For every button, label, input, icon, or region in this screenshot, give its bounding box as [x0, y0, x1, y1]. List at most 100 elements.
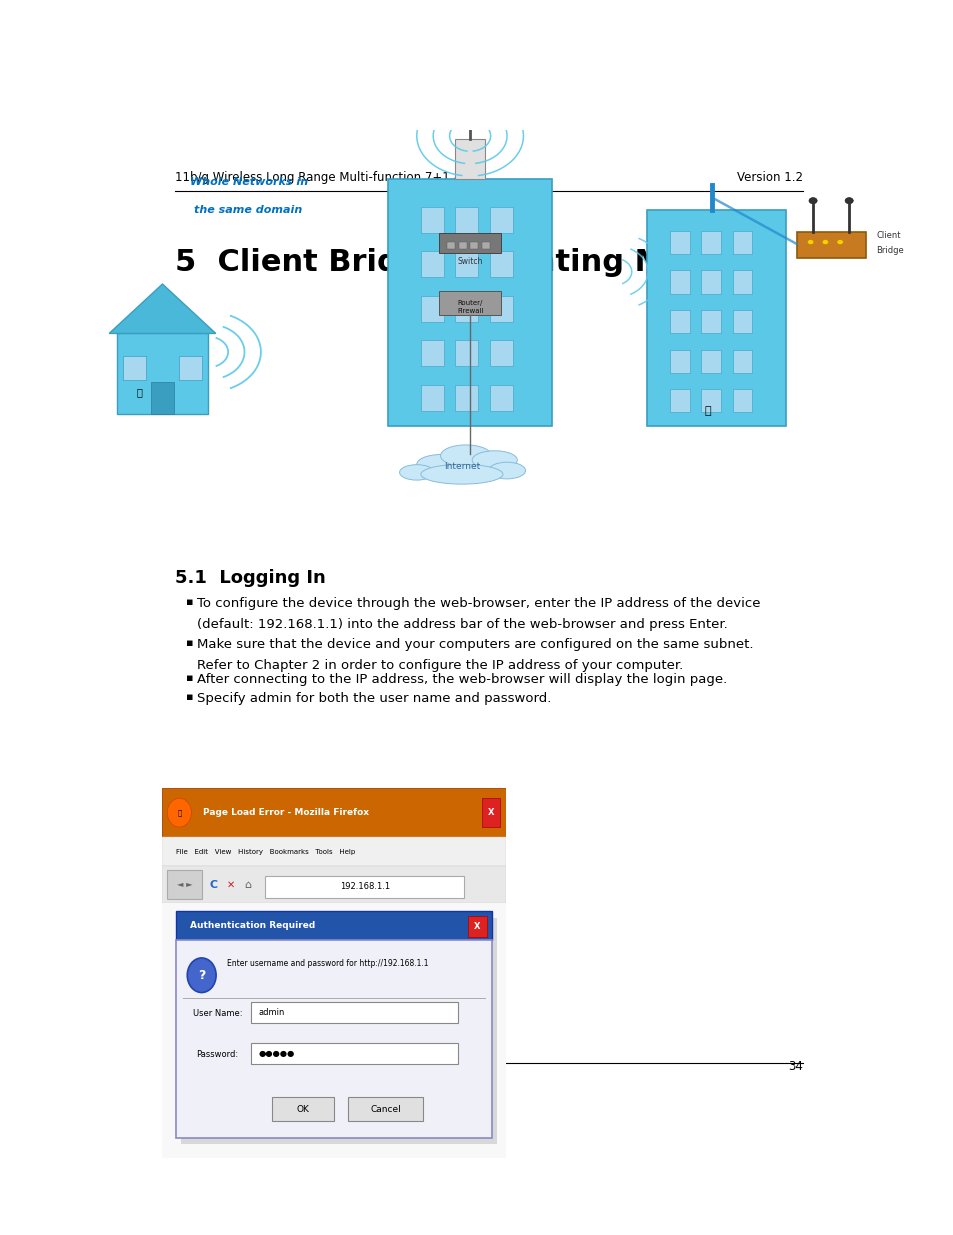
- Text: ?: ?: [198, 968, 205, 982]
- Bar: [732, 270, 752, 294]
- Bar: [175, 911, 492, 940]
- Bar: [700, 350, 720, 373]
- Bar: [732, 389, 752, 412]
- Text: (default: 192.168.1.1) into the address bar of the web-browser and press Enter.: (default: 192.168.1.1) into the address …: [196, 618, 727, 631]
- Circle shape: [806, 240, 813, 245]
- Bar: [732, 350, 752, 373]
- Circle shape: [167, 798, 192, 827]
- Bar: [388, 179, 552, 426]
- Bar: [796, 232, 864, 258]
- Text: Internet: Internet: [443, 462, 479, 471]
- Text: OK: OK: [296, 1104, 309, 1114]
- Bar: [347, 1097, 423, 1121]
- Text: Switch: Switch: [457, 257, 482, 267]
- Text: 5.1  Logging In: 5.1 Logging In: [174, 568, 325, 587]
- Bar: [470, 242, 477, 249]
- Text: Whole Networks in: Whole Networks in: [190, 178, 308, 188]
- Text: the same domain: the same domain: [194, 205, 302, 215]
- Circle shape: [821, 240, 828, 245]
- Circle shape: [187, 958, 216, 993]
- Text: Password:: Password:: [196, 1050, 238, 1060]
- Bar: [489, 385, 513, 410]
- Text: File   Edit   View   History   Bookmarks   Tools   Help: File Edit View History Bookmarks Tools H…: [175, 848, 355, 855]
- Bar: [447, 242, 455, 249]
- Bar: [670, 350, 689, 373]
- Bar: [175, 940, 492, 1137]
- Text: C: C: [210, 879, 217, 889]
- Ellipse shape: [440, 445, 491, 467]
- Bar: [670, 310, 689, 333]
- Bar: [178, 357, 202, 380]
- Bar: [700, 231, 720, 254]
- Bar: [700, 310, 720, 333]
- Text: ▪: ▪: [186, 673, 193, 683]
- Bar: [117, 333, 208, 414]
- Bar: [455, 206, 477, 232]
- Bar: [420, 206, 443, 232]
- Bar: [252, 1002, 457, 1023]
- Bar: [455, 385, 477, 410]
- Bar: [458, 242, 466, 249]
- Text: ▪: ▪: [186, 597, 193, 608]
- Text: After connecting to the IP address, the web-browser will display the login page.: After connecting to the IP address, the …: [196, 673, 726, 687]
- Bar: [420, 341, 443, 366]
- Text: Enter username and password for http://192.168.1.1: Enter username and password for http://1…: [227, 958, 429, 968]
- Bar: [481, 242, 489, 249]
- Text: Version 1.2: Version 1.2: [737, 172, 802, 184]
- Bar: [252, 1044, 457, 1063]
- Bar: [732, 231, 752, 254]
- Bar: [181, 918, 497, 1144]
- Bar: [162, 903, 505, 1158]
- Bar: [162, 837, 505, 866]
- Bar: [420, 385, 443, 410]
- Bar: [700, 270, 720, 294]
- Text: User Name:: User Name:: [193, 1009, 242, 1018]
- Bar: [438, 291, 500, 315]
- Bar: [481, 798, 500, 827]
- Bar: [455, 341, 477, 366]
- Text: Client: Client: [875, 231, 900, 241]
- Text: 💻: 💻: [136, 387, 142, 398]
- Text: Firewall: Firewall: [456, 309, 483, 314]
- Text: 🌍: 🌍: [177, 809, 181, 816]
- Bar: [670, 270, 689, 294]
- Text: Page Load Error - Mozilla Firefox: Page Load Error - Mozilla Firefox: [203, 808, 369, 818]
- Bar: [467, 916, 486, 937]
- Bar: [489, 341, 513, 366]
- Text: Make sure that the device and your computers are configured on the same subnet.: Make sure that the device and your compu…: [196, 638, 753, 651]
- Bar: [455, 296, 477, 322]
- Bar: [162, 866, 505, 903]
- Text: 👥: 👥: [704, 405, 711, 416]
- Bar: [162, 788, 505, 837]
- Text: admin: admin: [258, 1008, 284, 1016]
- Text: Router/: Router/: [457, 300, 482, 306]
- Bar: [151, 382, 173, 414]
- Bar: [455, 252, 477, 278]
- Text: ✕: ✕: [227, 879, 234, 889]
- Text: Bridge: Bridge: [875, 246, 903, 254]
- Bar: [489, 252, 513, 278]
- Ellipse shape: [488, 462, 525, 479]
- Ellipse shape: [420, 464, 502, 484]
- Bar: [455, 140, 484, 179]
- Text: Specify admin for both the user name and password.: Specify admin for both the user name and…: [196, 692, 551, 705]
- Bar: [420, 296, 443, 322]
- Text: ●●●●●: ●●●●●: [258, 1049, 294, 1058]
- Ellipse shape: [399, 464, 434, 480]
- Bar: [167, 871, 201, 899]
- Bar: [438, 233, 500, 253]
- Text: ◄ ►: ◄ ►: [176, 881, 193, 889]
- Bar: [732, 310, 752, 333]
- Text: Cancel: Cancel: [370, 1104, 400, 1114]
- Ellipse shape: [416, 454, 465, 474]
- Bar: [123, 357, 146, 380]
- Text: 192.168.1.1: 192.168.1.1: [339, 882, 390, 892]
- Text: 11b/g Wireless Long Range Multi-function 7+1 AP: 11b/g Wireless Long Range Multi-function…: [174, 172, 468, 184]
- Circle shape: [808, 198, 817, 204]
- Text: 5  Client Bridge Operating Mode: 5 Client Bridge Operating Mode: [174, 248, 727, 277]
- Text: 34: 34: [787, 1060, 802, 1072]
- Text: Authentication Required: Authentication Required: [190, 921, 314, 930]
- Ellipse shape: [472, 451, 517, 469]
- Polygon shape: [109, 284, 215, 333]
- Circle shape: [844, 198, 852, 204]
